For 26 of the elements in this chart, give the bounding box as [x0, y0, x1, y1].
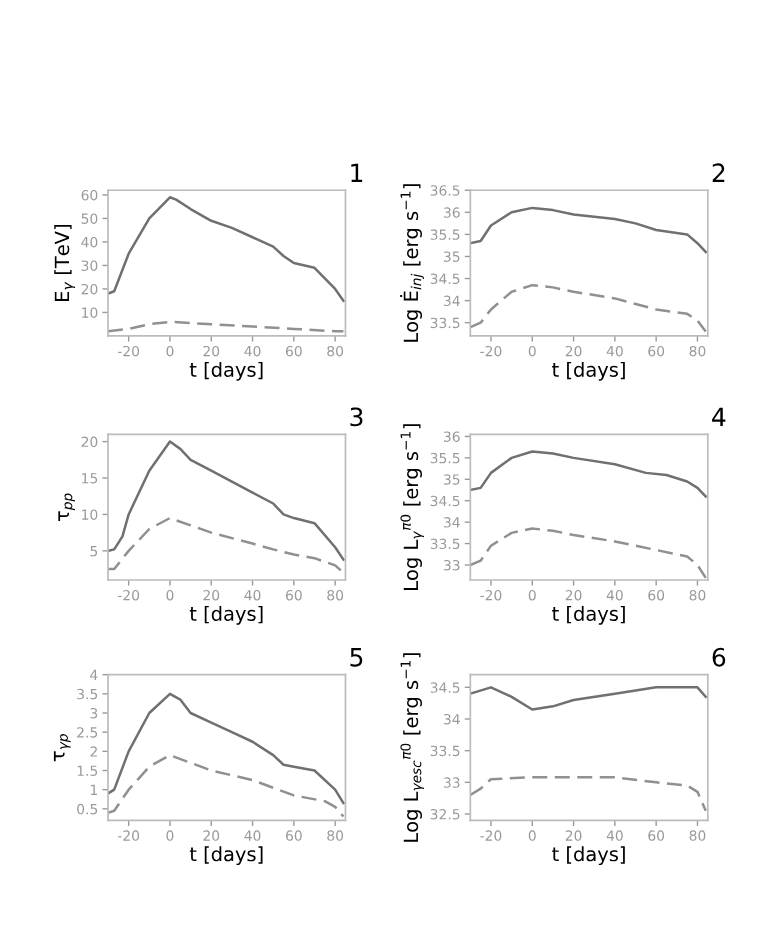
line-series — [108, 516, 345, 574]
chart-title: 1 — [351, 163, 363, 182]
x-axis-title: t [days] — [552, 846, 625, 866]
y-axis-title: E$_{γ}$ [TeV] — [54, 225, 76, 302]
chart-title: 5 — [350, 648, 363, 667]
y-axis-title: τ$_{pp}$ — [58, 493, 75, 522]
y-axis-title: Log L$_{γ}$$^{π0}$ [erg s$^{−1}$] — [400, 424, 424, 590]
chart-title: 4 — [712, 407, 726, 426]
y-axis-title: Log L$_{γesc}$$^{π0}$ [erg s$^{−1}$] — [400, 653, 424, 842]
x-axis-title: t [days] — [189, 605, 263, 625]
line-series — [108, 196, 345, 302]
chart-title: 2 — [712, 163, 725, 182]
y-axis-title: τ$_{γp}$ — [53, 734, 71, 762]
chart-title: 3 — [350, 407, 363, 427]
line-series — [470, 206, 707, 254]
x-axis-title: t [days] — [552, 605, 625, 625]
x-axis-title: t [days] — [552, 361, 625, 381]
x-axis-title: t [days] — [189, 361, 263, 381]
x-axis-title: t [days] — [189, 846, 263, 866]
y-axis-title: Log Ė$_{inj}$ [erg s$^{−1}$] — [400, 184, 424, 342]
line-series — [470, 450, 707, 498]
line-series — [108, 440, 345, 561]
line-series — [108, 692, 345, 805]
chart-title: 6 — [712, 647, 726, 667]
line-series — [470, 776, 707, 813]
line-series — [470, 686, 707, 711]
